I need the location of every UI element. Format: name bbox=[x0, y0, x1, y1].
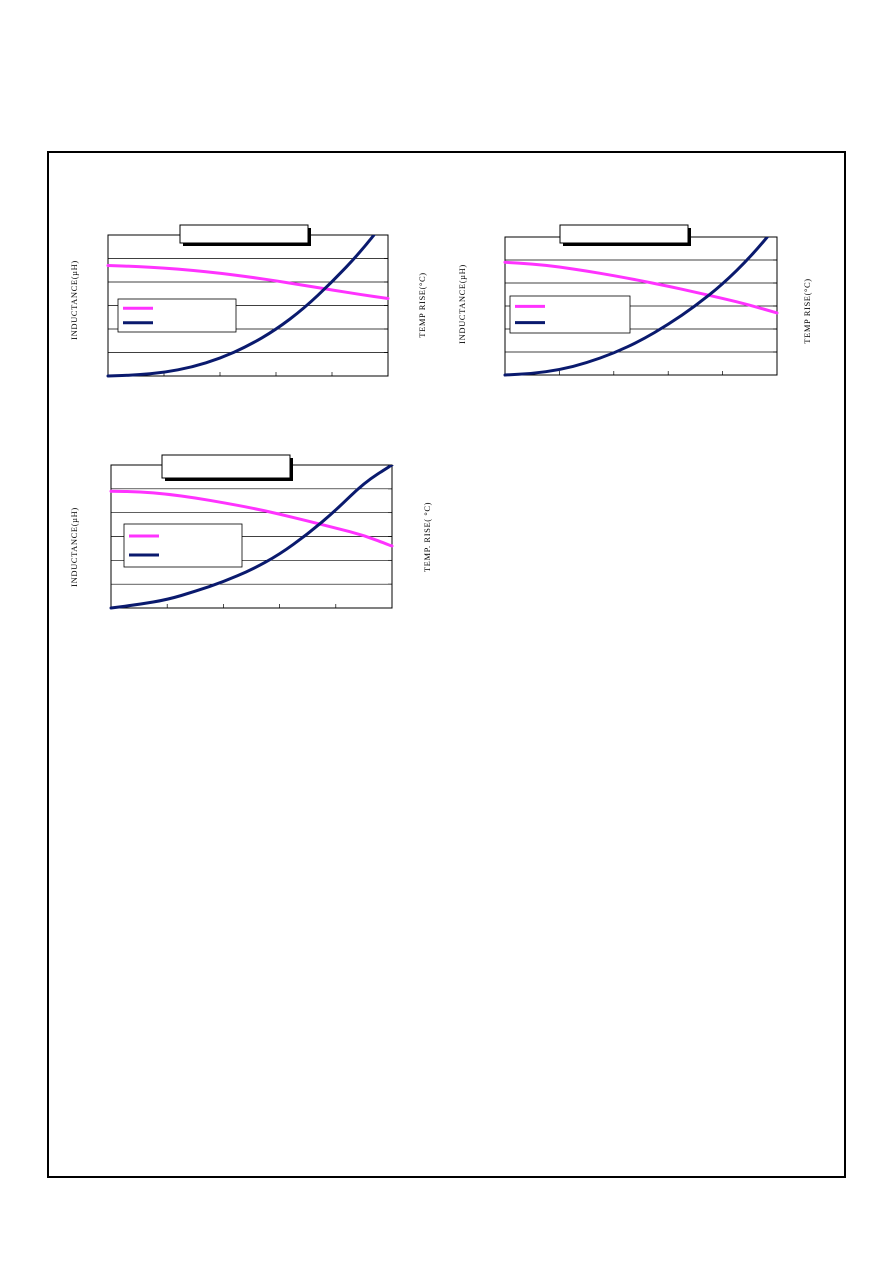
chart-2-series-2-line bbox=[503, 237, 770, 377]
chart-3-series-1-line bbox=[109, 489, 394, 548]
chart-1-title-box bbox=[179, 224, 309, 244]
chart-1-series-2-line bbox=[106, 235, 376, 378]
chart-3-legend-box bbox=[123, 523, 243, 568]
chart-1-series-1-line bbox=[106, 264, 390, 300]
page-frame bbox=[47, 151, 846, 1178]
chart-2-ylabel: INDUCTANCE(µH) bbox=[457, 264, 467, 344]
chart-2-title-box bbox=[559, 224, 689, 244]
chart-2-series-1-line bbox=[503, 260, 779, 315]
chart-1-legend-box bbox=[117, 298, 237, 333]
chart-2: INDUCTANCE(µH) TEMP RISE(°C) bbox=[455, 220, 815, 390]
chart-2-legend-box bbox=[509, 295, 631, 334]
chart-3-series-2-line bbox=[109, 465, 394, 610]
chart-2-y2label: TEMP RISE(°C) bbox=[802, 278, 812, 344]
chart-3-title-box bbox=[161, 454, 291, 479]
chart-3: INDUCTANCE(µH) TEMP. RISE( °C) bbox=[60, 450, 432, 620]
chart-3-svg bbox=[109, 454, 394, 610]
chart-1-y2label: TEMP RISE(°C) bbox=[417, 272, 427, 338]
chart-1-svg bbox=[106, 224, 390, 378]
chart-1-ylabel: INDUCTANCE(µH) bbox=[69, 260, 79, 340]
chart-1: INDUCTANCE(µH) TEMP RISE(°C) bbox=[60, 220, 427, 390]
chart-3-y2label: TEMP. RISE( °C) bbox=[422, 501, 432, 573]
chart-3-ylabel: INDUCTANCE(µH) bbox=[69, 507, 79, 587]
chart-2-svg bbox=[503, 224, 779, 377]
